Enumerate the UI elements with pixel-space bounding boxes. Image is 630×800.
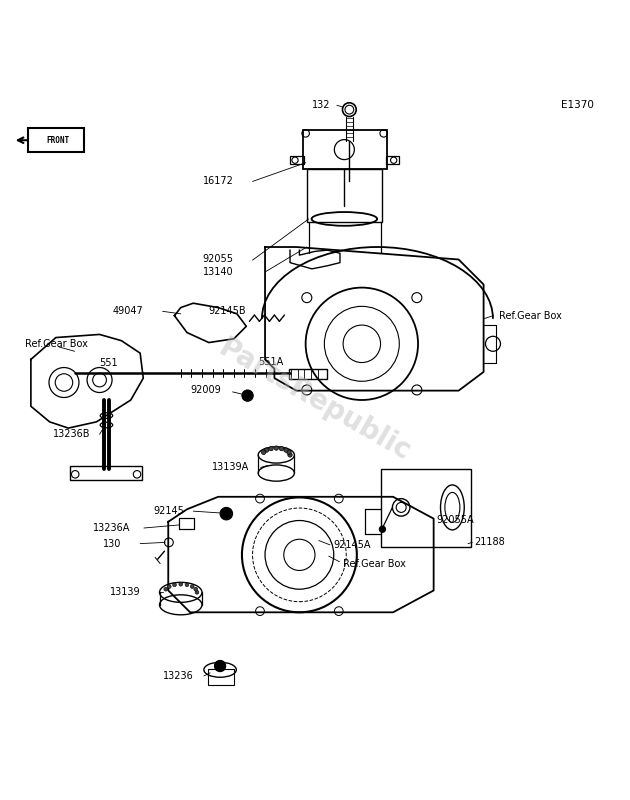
Circle shape <box>195 590 199 594</box>
Circle shape <box>220 507 232 520</box>
Bar <box>208 669 234 685</box>
Text: 13140: 13140 <box>203 267 234 277</box>
Circle shape <box>274 446 278 450</box>
Bar <box>302 130 387 169</box>
Text: 16172: 16172 <box>203 177 234 186</box>
Text: 49047: 49047 <box>113 306 143 316</box>
Text: 551A: 551A <box>258 357 284 367</box>
Text: 92055A: 92055A <box>437 515 474 525</box>
Circle shape <box>287 450 291 454</box>
Circle shape <box>343 102 356 117</box>
Circle shape <box>214 660 226 672</box>
Bar <box>180 518 195 530</box>
Text: E1370: E1370 <box>561 100 593 110</box>
Circle shape <box>242 390 253 402</box>
Circle shape <box>292 157 298 163</box>
Circle shape <box>269 446 273 450</box>
Text: 551: 551 <box>100 358 118 367</box>
Text: 92055: 92055 <box>203 254 234 265</box>
Circle shape <box>261 450 266 454</box>
Text: 92145B: 92145B <box>209 306 246 316</box>
Text: 92145: 92145 <box>153 506 184 516</box>
Text: 13139A: 13139A <box>212 462 249 473</box>
Text: Ref.Gear Box: Ref.Gear Box <box>25 339 88 349</box>
Text: Ref.Gear Box: Ref.Gear Box <box>343 558 406 569</box>
Text: 132: 132 <box>312 100 331 110</box>
Circle shape <box>265 448 269 452</box>
Circle shape <box>194 587 198 591</box>
Circle shape <box>391 157 397 163</box>
Circle shape <box>164 587 168 591</box>
Text: 92009: 92009 <box>191 385 221 395</box>
Text: 92145A: 92145A <box>334 540 371 550</box>
FancyBboxPatch shape <box>28 128 84 152</box>
Text: FRONT: FRONT <box>46 136 69 145</box>
Circle shape <box>190 585 194 589</box>
Bar <box>290 156 304 164</box>
Bar <box>381 469 471 546</box>
Circle shape <box>379 526 386 532</box>
Bar <box>70 466 142 480</box>
Circle shape <box>288 453 292 457</box>
Circle shape <box>279 446 284 450</box>
Circle shape <box>173 583 176 586</box>
Bar <box>180 518 195 530</box>
Text: 13139: 13139 <box>110 587 140 598</box>
Text: PartsRepublic: PartsRepublic <box>214 334 416 466</box>
Circle shape <box>168 585 171 589</box>
Bar <box>289 370 328 379</box>
Text: 13236B: 13236B <box>53 430 90 439</box>
Circle shape <box>179 582 183 586</box>
Text: 21188: 21188 <box>474 538 505 547</box>
Bar <box>386 156 399 164</box>
Text: 130: 130 <box>103 538 122 549</box>
Text: 13236: 13236 <box>163 671 193 681</box>
Circle shape <box>185 583 189 586</box>
Text: 13236A: 13236A <box>93 523 131 533</box>
Circle shape <box>284 448 288 452</box>
Text: Ref.Gear Box: Ref.Gear Box <box>499 310 562 321</box>
Bar <box>307 169 382 222</box>
